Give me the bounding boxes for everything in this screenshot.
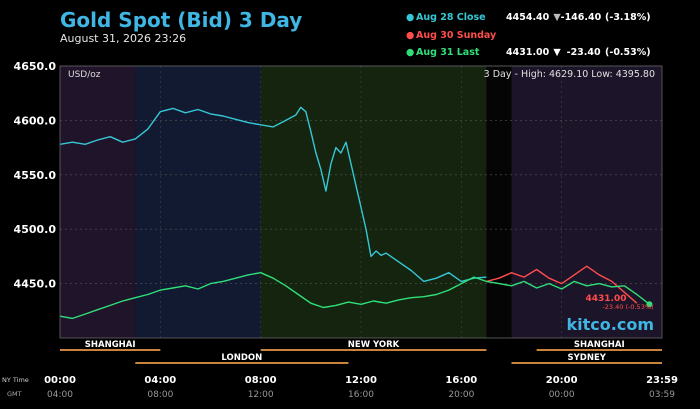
- session-label: LONDON: [221, 353, 262, 363]
- chart-timestamp: August 31, 2026 23:26: [60, 32, 187, 45]
- x-tick-label-gmt: 04:00: [47, 390, 73, 400]
- legend-value: 4454.40: [506, 12, 550, 23]
- x-tick-label-gmt: 08:00: [147, 390, 173, 400]
- y-tick-label: 4600.0: [14, 114, 57, 127]
- series-line: [486, 265, 638, 304]
- x-tick-label-ny: 08:00: [245, 375, 277, 386]
- x-tick-label-ny: 00:00: [44, 375, 76, 386]
- down-arrow-icon: ▼: [553, 12, 561, 23]
- x-tick-label-ny: 23:59: [646, 375, 678, 386]
- ny-time-axis-label: NY Time: [2, 376, 29, 384]
- chart-series: [59, 106, 653, 320]
- series-line: [59, 106, 487, 283]
- last-change-label: -23.40 (-0.53%): [602, 303, 653, 311]
- x-tick-label-ny: 04:00: [144, 375, 176, 386]
- legend-change: -23.40: [566, 47, 601, 58]
- y-tick-label: 4450.0: [14, 278, 57, 291]
- y-tick-label: 4650.0: [14, 60, 57, 73]
- last-price-label: 4431.00: [586, 294, 627, 304]
- session-label: NEW YORK: [348, 340, 400, 350]
- legend-entry-aug28: ● Aug 28 Close 4454.40 ▼-146.40 (-3.18%): [406, 12, 651, 23]
- plot-border: [59, 65, 663, 339]
- legend-label: Aug 30 Sunday: [416, 30, 497, 41]
- y-tick-label: 4550.0: [14, 169, 57, 182]
- x-tick-label-gmt: 20:00: [448, 390, 474, 400]
- legend-label: Aug 31 Last: [416, 47, 480, 58]
- x-tick-label-gmt: 03:59: [649, 390, 675, 400]
- unit-label: USD/oz: [68, 70, 101, 80]
- legend-entry-aug30: ● Aug 30 Sunday: [406, 30, 506, 41]
- session-label: SHANGHAI: [574, 340, 625, 350]
- kitco-watermark-logo: kitco.com: [567, 315, 654, 334]
- session-band: [135, 66, 261, 338]
- market-sessions: SHANGHAI LONDON NEW YORK SHANGHAI SYDNEY: [60, 340, 662, 364]
- last-price-marker: [646, 301, 653, 308]
- legend-value: 4431.00: [506, 47, 550, 58]
- chart-title: Gold Spot (Bid) 3 Day: [60, 8, 303, 32]
- session-band: [60, 66, 136, 338]
- legend-percent: (-3.18%): [605, 12, 651, 23]
- chart-axes: 4650.0 4600.0 4550.0 4500.0 4450.0 00:00 04:00…: [14, 60, 678, 400]
- series-line: [59, 272, 650, 320]
- legend-percent: (-0.53%): [605, 47, 651, 58]
- x-tick-label-gmt: 16:00: [348, 390, 374, 400]
- session-band: [260, 66, 487, 338]
- x-tick-label-ny: 20:00: [546, 375, 578, 386]
- session-band: [486, 66, 512, 338]
- x-tick-label-ny: 16:00: [445, 375, 477, 386]
- y-tick-label: 4500.0: [14, 223, 57, 236]
- x-tick-label-ny: 12:00: [345, 375, 377, 386]
- legend-entry-aug31: ● Aug 31 Last 4431.00 ▼ -23.40 (-0.53%): [406, 47, 651, 58]
- legend-label: Aug 28 Close: [416, 12, 486, 23]
- x-tick-label-gmt: 12:00: [248, 390, 274, 400]
- legend-dot-icon: ●: [406, 30, 415, 41]
- legend-change: -146.40: [560, 12, 602, 23]
- x-tick-label-gmt: 00:00: [549, 390, 575, 400]
- session-band: [511, 66, 662, 338]
- down-arrow-icon: ▼: [553, 47, 561, 58]
- gmt-axis-label: GMT: [7, 390, 22, 398]
- session-label: SYDNEY: [568, 353, 607, 363]
- legend-dot-icon: ●: [406, 12, 415, 23]
- session-label: SHANGHAI: [85, 340, 136, 350]
- range-stats: 3 Day - High: 4629.10 Low: 4395.80: [484, 69, 655, 80]
- legend-dot-icon: ●: [406, 47, 415, 58]
